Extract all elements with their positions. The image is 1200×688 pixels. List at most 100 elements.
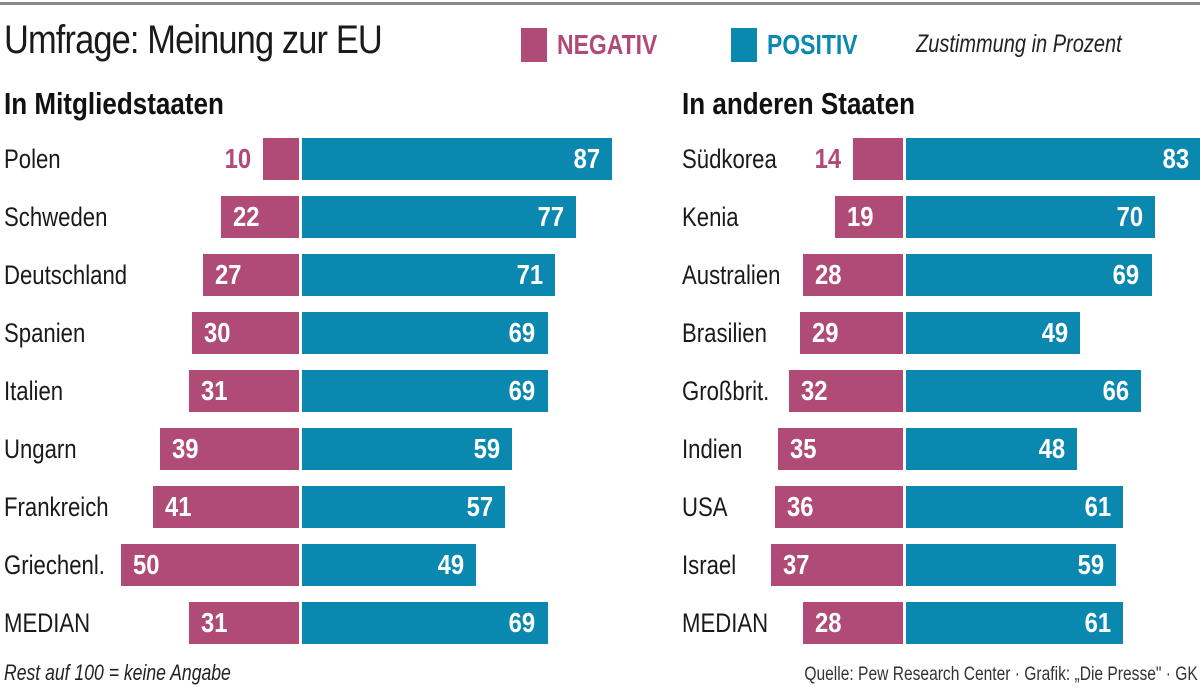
- legend-swatch-positiv: [731, 28, 757, 62]
- value-label-negativ: 31: [200, 375, 228, 406]
- bar-positiv: [302, 428, 513, 470]
- value-label-positiv: 66: [1102, 375, 1129, 406]
- bar-negativ: [188, 602, 299, 644]
- value-label-negativ: 28: [815, 607, 842, 638]
- value-label-negativ: 37: [783, 549, 810, 580]
- value-label-positiv: 49: [437, 549, 465, 580]
- value-label-positiv: 59: [473, 433, 501, 464]
- top-rule: [0, 2, 1200, 5]
- category-label: Indien: [682, 434, 743, 464]
- value-label-positiv: 59: [1077, 549, 1105, 580]
- bar-negativ: [803, 602, 903, 644]
- bar-positiv: [302, 602, 548, 644]
- legend-item-positiv: POSITIV: [731, 28, 877, 62]
- category-label: Deutschland: [4, 260, 128, 290]
- value-label-negativ: 31: [200, 607, 228, 638]
- bar-negativ: [853, 138, 903, 180]
- value-label-positiv: 69: [509, 375, 536, 406]
- bar-negativ: [220, 196, 299, 238]
- category-label: Brasilien: [682, 318, 767, 348]
- bar-positiv: [302, 138, 612, 180]
- bar-positiv: [906, 370, 1141, 412]
- bar-positiv: [302, 486, 505, 528]
- value-label-positiv: 71: [516, 259, 543, 290]
- value-label-negativ: 22: [232, 201, 260, 232]
- bar-negativ: [160, 428, 299, 470]
- category-label: Schweden: [4, 202, 108, 232]
- bar-positiv: [906, 196, 1156, 238]
- chart-title: Umfrage: Meinung zur EU: [4, 18, 383, 62]
- value-label-negativ: 14: [814, 143, 842, 174]
- value-label-positiv: 83: [1163, 143, 1190, 174]
- bar-negativ: [771, 544, 903, 586]
- category-label: Kenia: [682, 202, 739, 232]
- legend-note: Zustimmung in Prozent: [916, 30, 1122, 58]
- legend-swatch-negativ: [521, 28, 547, 62]
- value-label-negativ: 10: [224, 143, 252, 174]
- bar-positiv: [906, 428, 1077, 470]
- bar-positiv: [302, 312, 548, 354]
- bar-positiv: [906, 544, 1117, 586]
- category-label: Ungarn: [4, 434, 77, 464]
- value-label-positiv: 70: [1116, 201, 1144, 232]
- bar-negativ: [774, 486, 903, 528]
- value-label-positiv: 61: [1084, 607, 1112, 638]
- category-label: Australien: [682, 260, 781, 290]
- bar-positiv: [906, 486, 1124, 528]
- bar-negativ: [789, 370, 903, 412]
- bar-negativ: [192, 312, 299, 354]
- value-label-negativ: 30: [204, 317, 231, 348]
- category-label: Frankreich: [4, 492, 109, 522]
- section-title-member-states: In Mitgliedstaaten: [4, 86, 224, 121]
- bar-positiv: [906, 602, 1124, 644]
- bar-negativ: [803, 254, 903, 296]
- category-label: MEDIAN: [4, 608, 91, 638]
- value-label-positiv: 69: [1113, 259, 1140, 290]
- value-label-positiv: 49: [1041, 317, 1069, 348]
- value-label-negativ: 50: [133, 549, 160, 580]
- value-label-positiv: 48: [1038, 433, 1065, 464]
- value-label-negativ: 39: [172, 433, 199, 464]
- bar-negativ: [799, 312, 903, 354]
- source-credit: Quelle: Pew Research Center · Grafik: „D…: [804, 664, 1198, 685]
- category-label: Israel: [682, 550, 737, 580]
- bar-positiv: [302, 544, 477, 586]
- bar-negativ: [778, 428, 903, 470]
- value-label-negativ: 28: [815, 259, 842, 290]
- category-label: Griechenl.: [4, 550, 105, 580]
- footnote: Rest auf 100 = keine Angabe: [4, 660, 231, 685]
- value-label-positiv: 61: [1084, 491, 1112, 522]
- value-label-negativ: 19: [847, 201, 874, 232]
- bar-negativ: [263, 138, 299, 180]
- category-label: Polen: [4, 144, 61, 174]
- value-label-positiv: 87: [573, 143, 600, 174]
- value-label-negativ: 41: [165, 491, 192, 522]
- value-label-negativ: 36: [786, 491, 814, 522]
- legend-label-positiv: POSITIV: [767, 29, 858, 60]
- value-label-positiv: 69: [509, 317, 536, 348]
- section-title-other-states: In anderen Staaten: [682, 86, 915, 121]
- category-label: USA: [682, 492, 728, 522]
- bar-positiv: [302, 254, 555, 296]
- legend-item-negativ: NEGATIV: [521, 28, 679, 62]
- category-label: Spanien: [4, 318, 86, 348]
- bar-positiv: [906, 138, 1200, 180]
- category-label: Italien: [4, 376, 64, 406]
- bar-negativ: [121, 544, 299, 586]
- value-label-negativ: 32: [801, 375, 828, 406]
- bar-positiv: [302, 370, 548, 412]
- bar-negativ: [835, 196, 903, 238]
- value-label-positiv: 57: [466, 491, 493, 522]
- legend-label-negativ: NEGATIV: [557, 29, 658, 60]
- value-label-positiv: 77: [537, 201, 565, 232]
- bar-negativ: [202, 254, 299, 296]
- bar-negativ: [153, 486, 299, 528]
- category-label: MEDIAN: [682, 608, 769, 638]
- value-label-negativ: 35: [790, 433, 817, 464]
- bar-positiv: [906, 312, 1081, 354]
- value-label-negativ: 29: [811, 317, 839, 348]
- bar-negativ: [188, 370, 299, 412]
- category-label: Großbrit.: [682, 376, 770, 406]
- bar-positiv: [906, 254, 1152, 296]
- bar-positiv: [302, 196, 577, 238]
